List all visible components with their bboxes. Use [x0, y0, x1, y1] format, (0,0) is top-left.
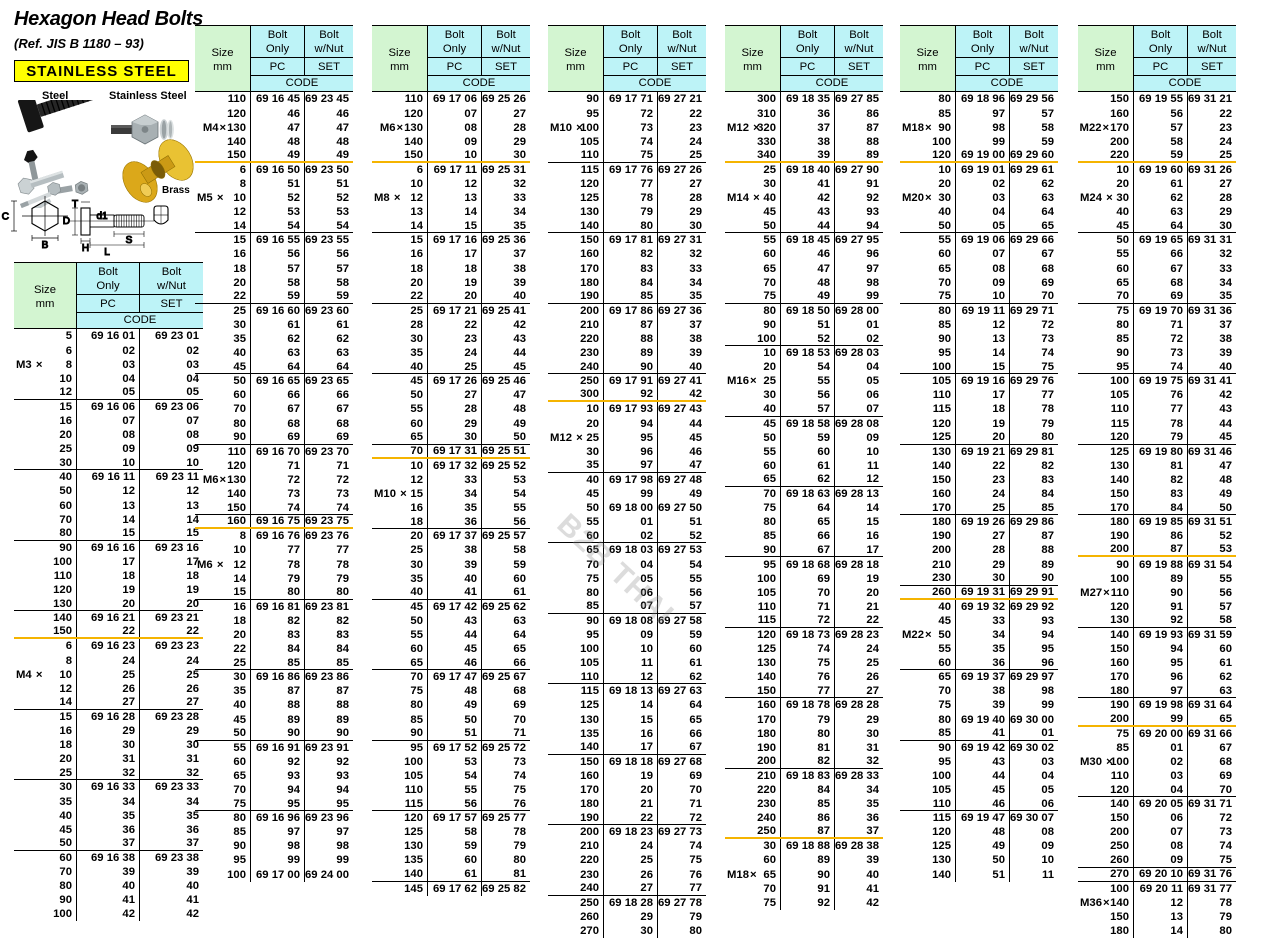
- svg-text:S: S: [126, 235, 133, 246]
- svg-text:C: C: [2, 212, 9, 223]
- svg-text:L: L: [104, 247, 110, 258]
- svg-text:d1: d1: [96, 211, 108, 222]
- svg-text:H: H: [82, 243, 89, 254]
- svg-text:B: B: [42, 240, 49, 251]
- svg-text:D: D: [63, 216, 70, 227]
